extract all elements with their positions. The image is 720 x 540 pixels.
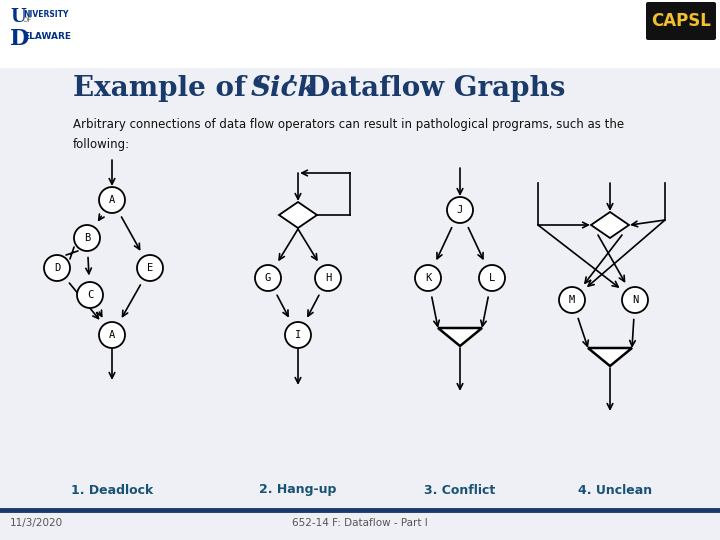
- Circle shape: [255, 265, 281, 291]
- Text: 1. Deadlock: 1. Deadlock: [71, 483, 153, 496]
- Text: I: I: [295, 330, 301, 340]
- Circle shape: [77, 282, 103, 308]
- Text: E: E: [147, 263, 153, 273]
- Polygon shape: [438, 328, 482, 346]
- Circle shape: [479, 265, 505, 291]
- Text: L: L: [489, 273, 495, 283]
- Text: M: M: [569, 295, 575, 305]
- Text: ELAWARE: ELAWARE: [23, 32, 71, 41]
- Circle shape: [44, 255, 70, 281]
- Circle shape: [315, 265, 341, 291]
- Text: 11/3/2020: 11/3/2020: [10, 518, 63, 528]
- Text: 3. Conflict: 3. Conflict: [424, 483, 495, 496]
- Text: U: U: [10, 8, 26, 26]
- FancyBboxPatch shape: [646, 2, 716, 40]
- Text: G: G: [265, 273, 271, 283]
- Text: J: J: [457, 205, 463, 215]
- Text: CAPSL: CAPSL: [651, 12, 711, 30]
- Text: A: A: [109, 330, 115, 340]
- Text: K: K: [425, 273, 431, 283]
- Text: Sick: Sick: [251, 75, 318, 102]
- Text: C: C: [87, 290, 93, 300]
- Text: Example of ‘: Example of ‘: [73, 75, 266, 102]
- Circle shape: [447, 197, 473, 223]
- Text: 4. Unclean: 4. Unclean: [578, 483, 652, 496]
- Circle shape: [622, 287, 648, 313]
- Text: Arbitrary connections of data flow operators can result in pathological programs: Arbitrary connections of data flow opera…: [73, 118, 624, 151]
- Circle shape: [559, 287, 585, 313]
- Text: N: N: [632, 295, 638, 305]
- Text: ’ Dataflow Graphs: ’ Dataflow Graphs: [287, 75, 565, 102]
- Circle shape: [99, 187, 125, 213]
- Text: A: A: [109, 195, 115, 205]
- Text: OF: OF: [23, 17, 32, 23]
- Circle shape: [285, 322, 311, 348]
- Text: NIVERSITY: NIVERSITY: [23, 10, 68, 19]
- Polygon shape: [279, 202, 317, 228]
- Text: D: D: [10, 28, 30, 50]
- Polygon shape: [588, 348, 632, 366]
- Text: 652-14 F: Dataflow - Part I: 652-14 F: Dataflow - Part I: [292, 518, 428, 528]
- Circle shape: [74, 225, 100, 251]
- Circle shape: [415, 265, 441, 291]
- Text: H: H: [325, 273, 331, 283]
- Text: B: B: [84, 233, 90, 243]
- Circle shape: [99, 322, 125, 348]
- Polygon shape: [591, 212, 629, 238]
- Text: D: D: [54, 263, 60, 273]
- FancyBboxPatch shape: [0, 0, 720, 68]
- Circle shape: [137, 255, 163, 281]
- Text: 2. Hang-up: 2. Hang-up: [259, 483, 337, 496]
